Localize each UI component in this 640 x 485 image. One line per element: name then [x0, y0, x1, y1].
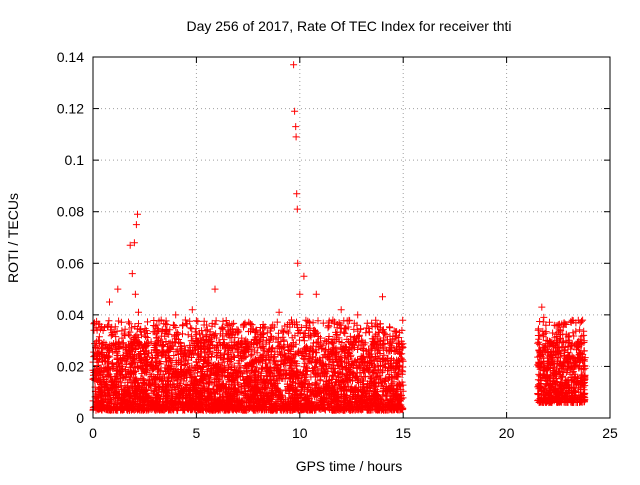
y-tick-label: 0.14: [57, 49, 84, 65]
y-tick-label: 0.04: [57, 307, 84, 323]
y-tick-label: 0.08: [57, 204, 84, 220]
x-tick-label: 10: [292, 425, 308, 441]
x-tick-label: 20: [499, 425, 515, 441]
x-tick-label: 15: [395, 425, 411, 441]
y-tick-label: 0.1: [65, 152, 85, 168]
x-tick-label: 25: [602, 425, 618, 441]
y-tick-label: 0: [76, 410, 84, 426]
y-tick-label: 0.12: [57, 101, 84, 117]
x-tick-label: 0: [89, 425, 97, 441]
y-tick-label: 0.02: [57, 358, 84, 374]
x-tick-label: 5: [193, 425, 201, 441]
y-tick-label: 0.06: [57, 255, 84, 271]
